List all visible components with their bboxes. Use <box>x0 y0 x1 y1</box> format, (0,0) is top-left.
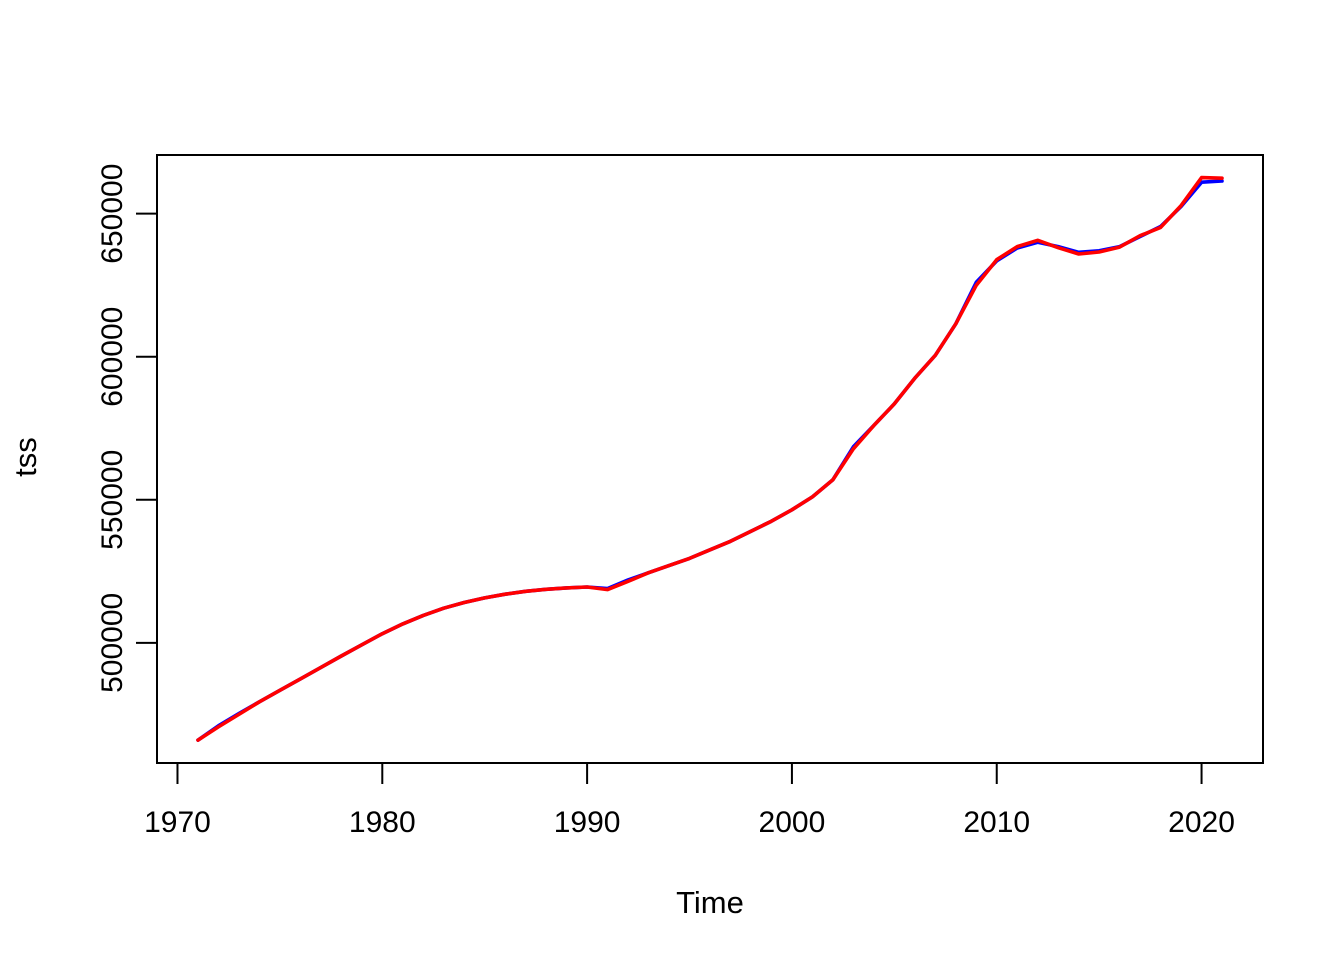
series-tss-line <box>196 179 1224 742</box>
y-axis-label: tss <box>8 437 43 477</box>
y-tick-label: 500000 <box>96 593 129 693</box>
series-fitted-line <box>196 175 1224 742</box>
y-tick-label: 650000 <box>96 164 129 264</box>
plot-frame <box>156 154 1264 764</box>
x-tick-label: 1980 <box>349 806 416 839</box>
x-tick-label: 1970 <box>144 806 211 839</box>
x-tick-label: 2000 <box>759 806 826 839</box>
y-tick-label: 600000 <box>96 307 129 407</box>
x-axis-label: Time <box>676 885 744 920</box>
y-tick-label: 550000 <box>96 450 129 550</box>
x-tick-label: 2010 <box>963 806 1030 839</box>
x-tick-label: 2020 <box>1168 806 1235 839</box>
x-tick-label: 1990 <box>554 806 621 839</box>
